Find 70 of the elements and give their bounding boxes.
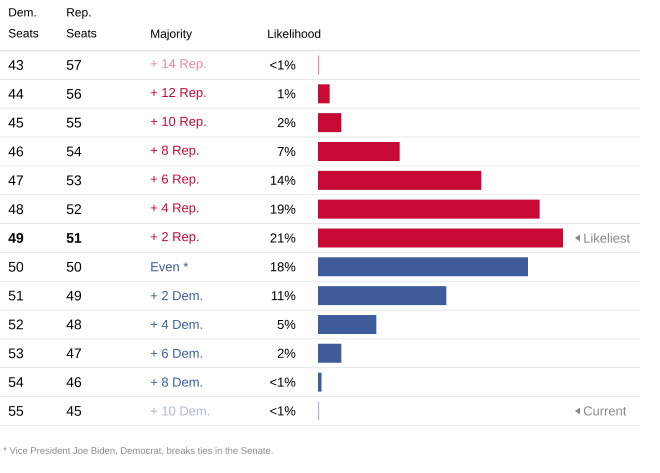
data-label: <1% (270, 406, 296, 416)
y-tick-label: 47 (8, 176, 24, 186)
text: + 8 Rep. (150, 146, 198, 158)
text: 55 (66, 118, 82, 128)
bar (318, 170, 482, 190)
annotation: Likeliest (584, 233, 630, 243)
text: 48 (66, 320, 82, 330)
y-tick-label: 46 (8, 146, 24, 156)
y-axis-title: Dem. Seats (8, 8, 38, 38)
x-axis-title: Likelihood (268, 29, 320, 38)
bar (318, 200, 540, 219)
y-tick-label: 45 (8, 118, 24, 128)
data-label: <1% (270, 378, 296, 387)
text: 51 (66, 233, 82, 243)
data-label: 18% (270, 262, 296, 272)
text: Majority (151, 29, 192, 40)
bar (318, 314, 376, 334)
y-tick-label: 55 (8, 406, 24, 416)
data-label: <1% (270, 60, 296, 70)
text: 49 (66, 290, 82, 301)
data-label: 7% (278, 146, 296, 156)
text: 56 (66, 88, 82, 99)
bar (318, 228, 564, 248)
bar (318, 344, 342, 363)
bar (318, 286, 446, 306)
text: + 2 Dem. (150, 291, 202, 300)
text: + 10 Rep. (150, 116, 206, 129)
text: 53 (66, 175, 82, 186)
text: 57 (66, 60, 82, 70)
text: 45 (66, 406, 82, 416)
y-tick-label: 49 (8, 233, 24, 243)
y-tick-label: 51 (8, 290, 24, 301)
text: + 12 Rep. (150, 88, 206, 100)
text: + 4 Dem. (150, 320, 202, 329)
text: + 8 Dem. (150, 378, 202, 387)
text: 47 (66, 348, 82, 358)
text: 54 (66, 146, 82, 156)
data-label: 1% (278, 89, 296, 98)
text: + 4 Rep. (150, 203, 198, 215)
text: Even * (151, 262, 188, 272)
data-label: 2% (278, 348, 296, 358)
bar (318, 372, 322, 392)
bar (318, 84, 330, 104)
y-tick-label: 54 (8, 377, 24, 387)
text: + 6 Rep. (150, 174, 198, 186)
y-tick-label: 44 (8, 89, 24, 99)
text: + 2 Rep. (150, 232, 198, 244)
text: 46 (66, 377, 82, 388)
text: 50 (66, 262, 82, 272)
text: * Vice President Joe Biden, Democrat, breaks ties in the Senate. (3, 446, 273, 456)
data-label: 2% (278, 118, 296, 128)
bar (318, 113, 342, 132)
data-label: 14% (270, 176, 296, 185)
data-label: 5% (278, 320, 296, 330)
text: 52 (66, 204, 82, 214)
y-tick-label: 52 (8, 320, 24, 330)
text: Rep. Seats (66, 8, 96, 38)
y-tick-label: 48 (8, 204, 24, 214)
data-label: 19% (270, 204, 296, 214)
y-tick-label: 53 (8, 348, 24, 358)
data-label: 21% (270, 233, 296, 243)
bar (318, 142, 400, 161)
y-tick-label: 43 (8, 60, 24, 70)
text: Current (584, 406, 626, 416)
bar (318, 257, 528, 276)
text: + 14 Rep. (150, 59, 206, 71)
text: + 6 Dem. (150, 348, 202, 358)
data-label: 11% (272, 291, 296, 300)
text: + 10 Dem. (150, 406, 210, 416)
y-tick-label: 50 (8, 262, 24, 272)
